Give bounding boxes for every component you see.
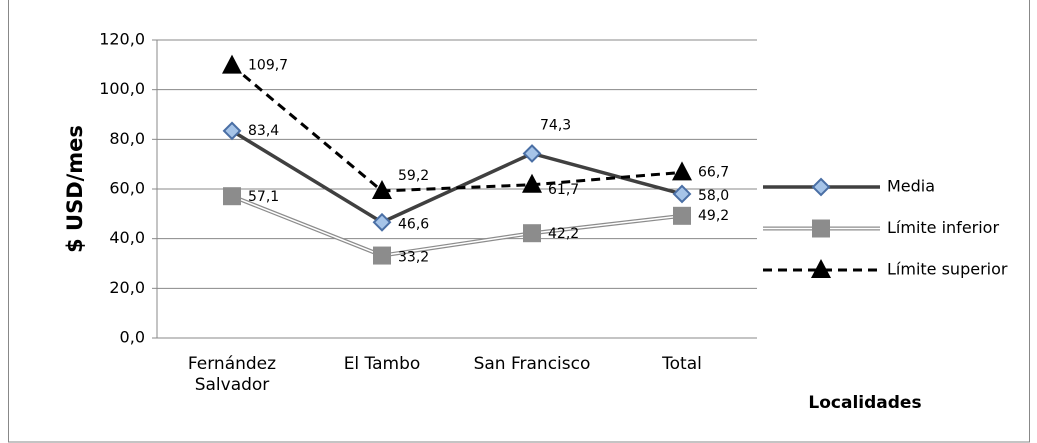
y-tick-label: 80,0 [109, 129, 145, 148]
marker [812, 219, 830, 238]
marker [222, 54, 242, 74]
data-label: 57,1 [248, 189, 279, 205]
marker [811, 259, 831, 278]
data-label: 33,2 [398, 250, 429, 266]
data-label: 49,2 [698, 208, 729, 224]
marker [673, 206, 691, 225]
y-tick-label: 60,0 [109, 179, 145, 198]
marker [372, 179, 392, 199]
marker [223, 187, 241, 206]
data-label: 61,7 [548, 182, 579, 198]
marker [372, 212, 392, 232]
y-axis-title: $ USD/mes [63, 125, 87, 253]
data-label: 58,0 [698, 188, 729, 204]
data-label: 109,7 [248, 58, 288, 74]
marker [523, 224, 541, 243]
marker [522, 173, 542, 193]
data-label: 59,2 [398, 168, 429, 184]
legend-label: Límite inferior [887, 218, 999, 237]
legend-label: Límite superior [887, 260, 1008, 279]
data-label: 66,7 [698, 164, 729, 180]
y-tick-label: 120,0 [99, 30, 145, 49]
marker [672, 161, 692, 181]
legend-label: Media [887, 177, 935, 196]
data-label: 42,2 [548, 226, 579, 242]
data-label: 46,6 [398, 216, 429, 232]
marker [811, 177, 831, 197]
y-tick-label: 40,0 [109, 228, 145, 247]
x-tick-label: El Tambo [343, 354, 421, 374]
marker [522, 144, 542, 163]
data-label: 83,4 [248, 123, 279, 139]
y-tick-label: 100,0 [99, 79, 145, 98]
marker [672, 184, 692, 204]
y-tick-label: 0,0 [120, 328, 145, 347]
x-tick-label: San Francisco [473, 354, 591, 374]
marker [373, 246, 391, 265]
y-tick-label: 20,0 [109, 278, 145, 297]
x-tick-label: Total [662, 354, 702, 374]
series-line-inner [231, 195, 683, 257]
x-tick-label: Fernández Salvador [187, 354, 277, 395]
data-label: 74,3 [540, 117, 571, 133]
chart-frame [8, 0, 1030, 443]
series-line [231, 64, 683, 193]
marker [222, 121, 242, 141]
x-axis-title: Localidades [808, 393, 921, 413]
